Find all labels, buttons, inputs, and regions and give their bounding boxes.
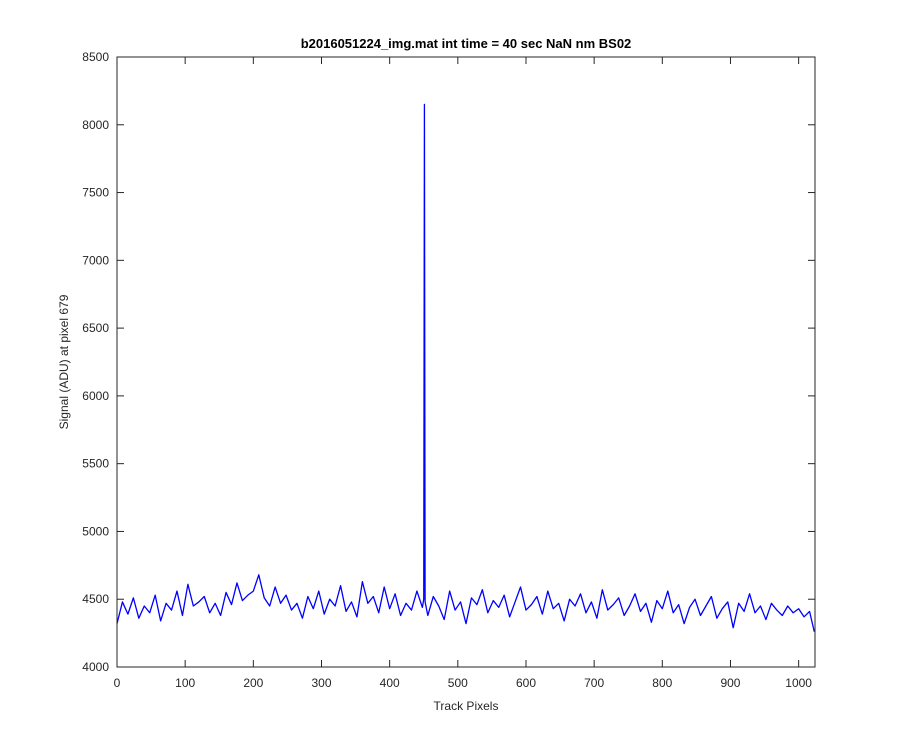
y-tick-label: 8000	[82, 118, 109, 132]
x-axis-label: Track Pixels	[434, 699, 499, 713]
y-axis-label: Signal (ADU) at pixel 679	[57, 294, 71, 429]
x-tick-label: 800	[652, 676, 672, 690]
x-tick-label: 400	[380, 676, 400, 690]
x-tick-label: 0	[114, 676, 121, 690]
y-tick-label: 4500	[82, 592, 109, 606]
y-tick-label: 6000	[82, 389, 109, 403]
chart-title: b2016051224_img.mat int time = 40 sec Na…	[301, 36, 632, 51]
y-tick-label: 5500	[82, 457, 109, 471]
x-tick-label: 200	[243, 676, 263, 690]
axes-box	[116, 56, 816, 668]
x-tick-label: 700	[584, 676, 604, 690]
y-tick-label: 7500	[82, 186, 109, 200]
y-tick-label: 4000	[82, 660, 109, 674]
x-tick-label: 1000	[785, 676, 812, 690]
x-tick-label: 900	[720, 676, 740, 690]
data-line	[116, 103, 815, 632]
y-tick-label: 7000	[82, 253, 109, 267]
x-tick-label: 500	[448, 676, 468, 690]
x-tick-label: 600	[516, 676, 536, 690]
y-tick-label: 6500	[82, 321, 109, 335]
x-tick-label: 300	[311, 676, 331, 690]
x-tick-label: 100	[175, 676, 195, 690]
y-tick-label: 5000	[82, 524, 109, 538]
y-tick-label: 8500	[82, 50, 109, 64]
